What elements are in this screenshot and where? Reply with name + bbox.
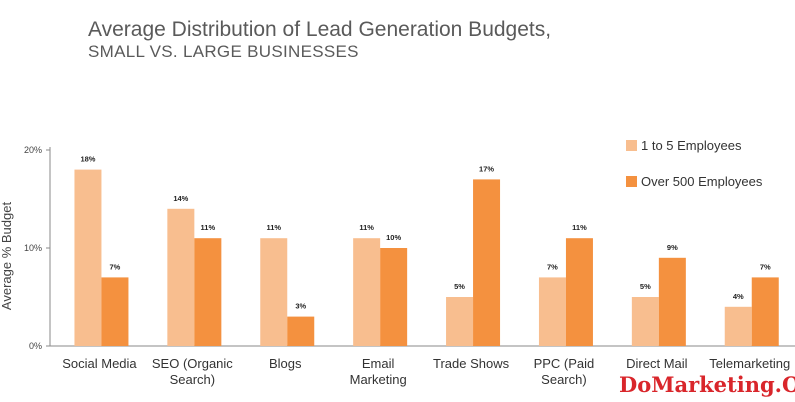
bar-large [287, 316, 315, 346]
bar-value-label: 3% [295, 302, 306, 311]
x-tick-label: PPC (Paid [534, 356, 595, 371]
bar-small [74, 169, 102, 346]
y-tick-label: 0% [29, 341, 42, 351]
bar-value-label: 17% [479, 164, 494, 173]
legend-label: Over 500 Employees [641, 174, 763, 189]
bar-value-label: 5% [454, 282, 465, 291]
bar-value-label: 11% [572, 223, 587, 232]
chart-subtitle: SMALL VS. LARGE BUSINESSES [88, 42, 359, 61]
bar-value-label: 10% [386, 233, 401, 242]
x-tick-label: Marketing [350, 372, 407, 387]
bar-large [658, 257, 686, 346]
x-tick-label: Direct Mail [626, 356, 688, 371]
bar-small [260, 238, 288, 346]
bar-small [538, 277, 566, 346]
bar-value-label: 5% [640, 282, 651, 291]
watermark-logo: DoMarketing.Org [619, 372, 795, 397]
x-tick-label: SEO (Organic [152, 356, 233, 371]
bar-small [167, 208, 195, 346]
x-tick-label: Email [362, 356, 395, 371]
x-tick-label: Search) [170, 372, 216, 387]
bar-large [565, 238, 593, 346]
bar-value-label: 7% [547, 262, 558, 271]
bar-value-label: 4% [733, 292, 744, 301]
bar-value-label: 14% [173, 194, 188, 203]
x-tick-label: Trade Shows [433, 356, 510, 371]
legend-label: 1 to 5 Employees [641, 138, 742, 153]
bar-value-label: 9% [667, 243, 678, 252]
y-axis-title: Average % Budget [0, 202, 14, 311]
bar-large [751, 277, 779, 346]
x-tick-label: Social Media [62, 356, 137, 371]
bar-large [101, 277, 129, 346]
bar-small [353, 238, 381, 346]
bar-value-label: 11% [359, 223, 374, 232]
x-tick-label: Telemarketing [709, 356, 790, 371]
x-tick-label: Blogs [269, 356, 302, 371]
x-tick-label: Search) [541, 372, 587, 387]
bar-small [631, 297, 659, 346]
bar-small [724, 306, 752, 346]
bar-value-label: 7% [110, 262, 121, 271]
bar-value-label: 11% [266, 223, 281, 232]
y-tick-label: 20% [24, 145, 42, 155]
legend-swatch [626, 176, 637, 187]
y-tick-label: 10% [24, 243, 42, 253]
bar-value-label: 18% [80, 155, 95, 164]
chart-title: Average Distribution of Lead Generation … [88, 18, 552, 41]
bar-small [446, 297, 474, 346]
bar-large [380, 248, 408, 346]
bar-value-label: 7% [760, 262, 771, 271]
bar-large [473, 179, 501, 346]
bar-large [194, 238, 222, 346]
legend-swatch [626, 140, 637, 151]
bar-value-label: 11% [201, 223, 216, 232]
